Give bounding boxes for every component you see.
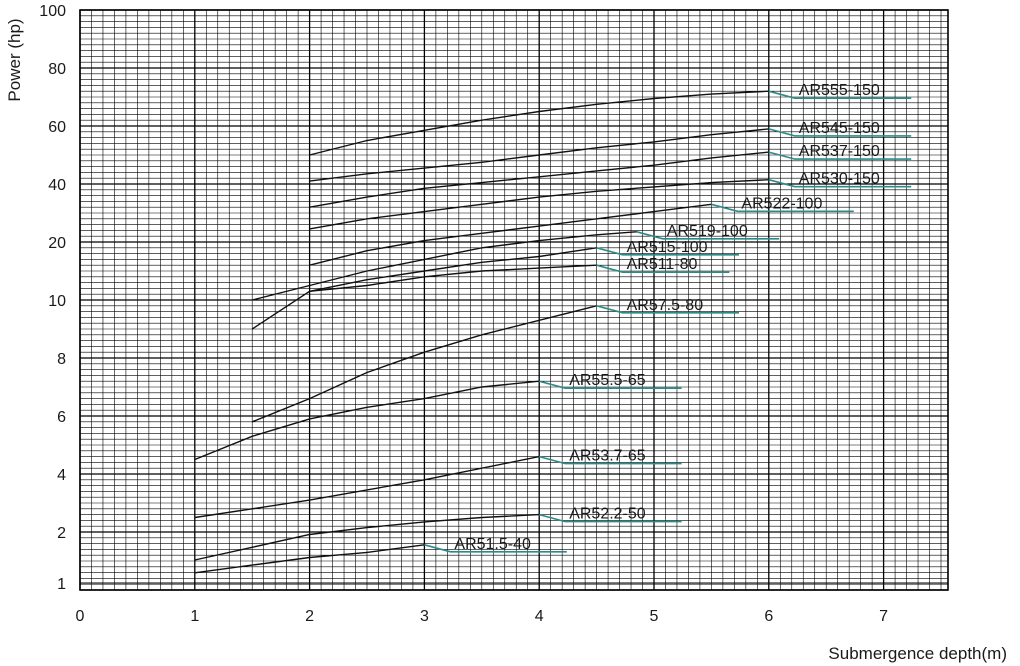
series-line (194, 455, 540, 519)
series-leader (768, 151, 912, 160)
series-label: AR57.5-80 (627, 297, 704, 314)
series-leader (538, 380, 682, 390)
series-label: AR515-100 (627, 239, 708, 256)
series-line (309, 179, 769, 230)
series-line (194, 513, 540, 561)
y-tick-labels: 1 2 4 6 8 10 20 40 60 80 100 (39, 3, 66, 593)
x-tick-label: 0 (76, 608, 85, 625)
series-line (309, 247, 597, 292)
x-tick-label: 6 (764, 608, 773, 625)
series-label: AR53.7-65 (569, 448, 646, 465)
series-leader (538, 455, 682, 465)
series-label: AR511-80 (627, 256, 698, 273)
series-line (309, 203, 712, 266)
y-tick-label: 10 (48, 293, 66, 310)
y-tick-label: 6 (57, 409, 66, 426)
series-label: AR52.2-50 (569, 506, 646, 523)
series-leader (711, 203, 854, 213)
plot-frame (79, 9, 949, 591)
series-label: AR55.5-65 (569, 372, 646, 389)
series-line (252, 231, 637, 301)
series-label: AR530-150 (799, 171, 880, 188)
y-tick-label: 1 (57, 576, 66, 593)
series-line (194, 380, 540, 461)
series-layer: AR555-150 AR545-150 AR537-150 AR530-150 AR52… (194, 82, 912, 574)
series-leader (596, 305, 739, 314)
x-tick-label: 2 (305, 608, 314, 625)
series-line (194, 544, 425, 574)
x-tick-label: 1 (190, 608, 199, 625)
series-line (309, 128, 769, 182)
major-grid (79, 9, 948, 591)
series-line (309, 90, 769, 156)
series-leader (538, 513, 682, 523)
x-tick-label: 7 (879, 608, 888, 625)
series-label: AR51.5-40 (454, 536, 531, 553)
series-line (309, 151, 769, 208)
series-label: AR537-150 (799, 143, 880, 160)
x-axis-label: Submergence depth(m) (828, 644, 1007, 663)
series-leader (596, 247, 739, 256)
y-tick-label: 20 (48, 235, 66, 252)
series-label: AR519-100 (667, 223, 748, 240)
series-leader (636, 231, 780, 240)
series-label: AR522-100 (741, 195, 822, 212)
series-line (251, 264, 597, 330)
series-line (251, 305, 597, 423)
y-tick-label: 60 (48, 119, 66, 136)
y-tick-label: 80 (48, 61, 66, 78)
x-tick-label: 4 (535, 608, 544, 625)
x-tick-labels: 0 1 2 3 4 5 6 7 (76, 608, 889, 625)
y-tick-label: 8 (57, 351, 66, 368)
series-leader (768, 128, 912, 137)
series-leader (596, 264, 730, 274)
y-axis-label: Power (hp) (5, 18, 24, 101)
y-tick-label: 100 (39, 3, 66, 20)
series-leader (768, 90, 912, 99)
series-leader (424, 544, 567, 553)
series-leader (768, 178, 912, 188)
x-tick-label: 5 (650, 608, 659, 625)
y-tick-label: 40 (48, 177, 66, 194)
x-tick-label: 3 (420, 608, 429, 625)
series-label: AR545-150 (799, 120, 880, 137)
y-tick-label: 2 (57, 525, 66, 542)
y-tick-label: 4 (57, 467, 66, 484)
series-label: AR555-150 (799, 82, 880, 99)
